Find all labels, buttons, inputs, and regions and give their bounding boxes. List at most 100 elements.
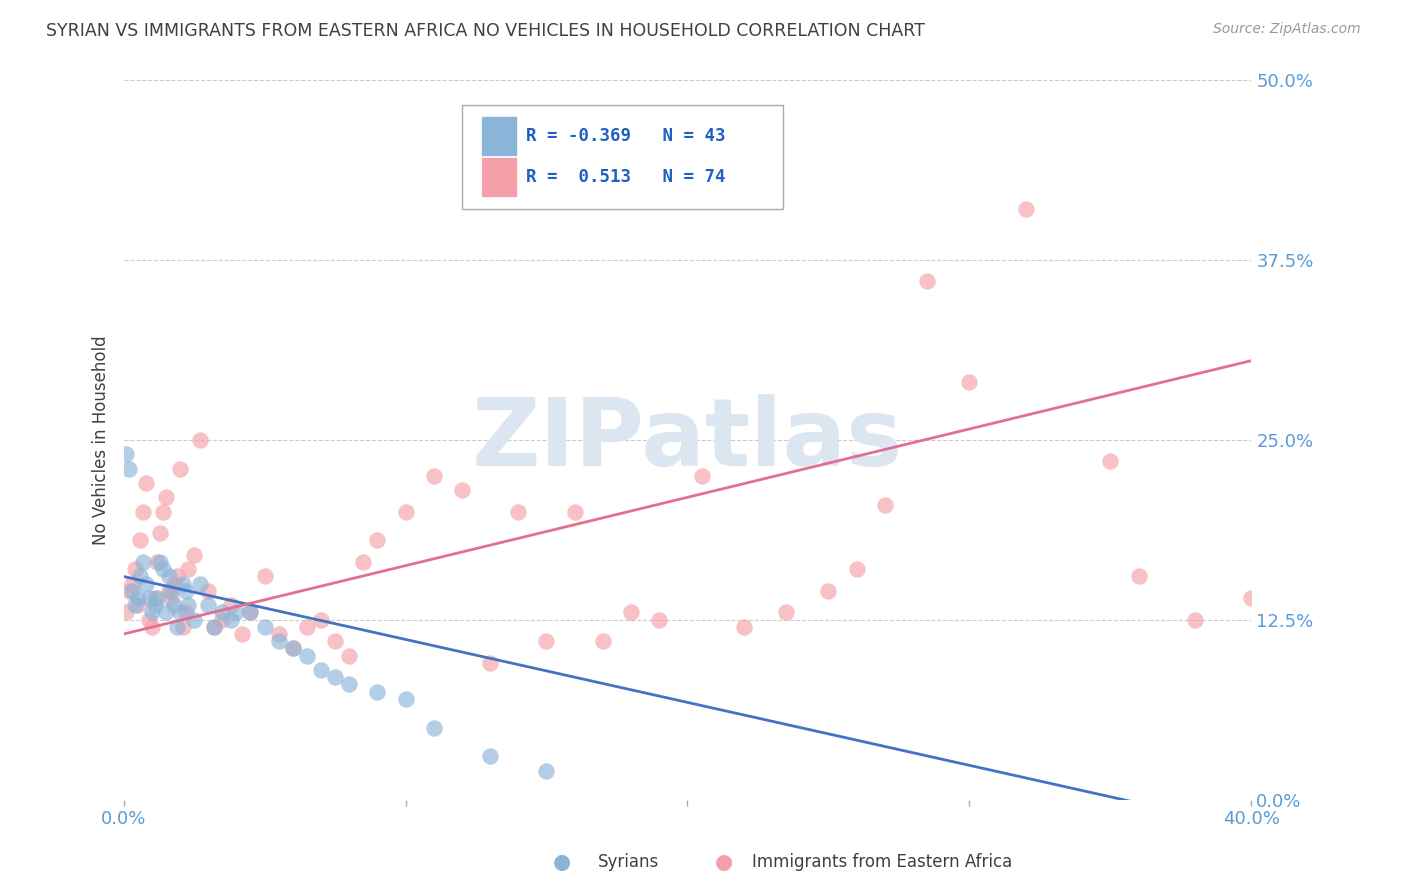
Point (845, 562, 868, 576)
Point (323, 670, 346, 684)
Point (253, 620, 276, 634)
Text: ●: ● (554, 852, 571, 871)
Point (309, 663, 332, 677)
Point (141, 606, 163, 620)
Point (366, 684, 388, 698)
Point (149, 555, 172, 569)
Point (146, 591, 169, 605)
Point (127, 591, 149, 605)
Point (915, 275, 938, 289)
Point (166, 620, 188, 634)
Point (115, 606, 138, 620)
Point (1128, 569, 1150, 583)
Point (211, 613, 233, 627)
Point (202, 620, 225, 634)
FancyBboxPatch shape (463, 105, 783, 210)
Point (1324, 613, 1347, 627)
Point (394, 505, 416, 519)
Point (309, 613, 332, 627)
Text: R = -0.369   N = 43: R = -0.369 N = 43 (526, 127, 725, 145)
Point (172, 620, 194, 634)
Point (197, 583, 219, 598)
Point (152, 562, 174, 576)
Point (124, 562, 146, 576)
Point (733, 620, 755, 634)
Point (127, 599, 149, 613)
Point (323, 634, 346, 648)
Point (536, 764, 558, 778)
Point (146, 555, 169, 569)
Point (267, 627, 290, 641)
Point (451, 483, 474, 497)
Point (394, 691, 416, 706)
Point (143, 599, 166, 613)
Point (211, 606, 233, 620)
Text: Syrians: Syrians (598, 853, 659, 871)
Text: SYRIAN VS IMMIGRANTS FROM EASTERN AFRICA NO VEHICLES IN HOUSEHOLD CORRELATION CH: SYRIAN VS IMMIGRANTS FROM EASTERN AFRICA… (46, 22, 925, 40)
Point (177, 599, 200, 613)
Point (1240, 591, 1263, 605)
Point (352, 555, 374, 569)
Point (183, 548, 205, 562)
Point (281, 641, 304, 656)
Point (118, 583, 141, 598)
Point (132, 505, 155, 519)
Point (132, 555, 155, 569)
Point (141, 620, 163, 634)
Point (166, 569, 188, 583)
Point (174, 583, 197, 598)
Y-axis label: No Vehicles in Household: No Vehicles in Household (93, 334, 110, 544)
Point (152, 505, 174, 519)
Text: ●: ● (716, 852, 733, 871)
Point (1015, 202, 1038, 217)
Point (337, 648, 360, 663)
Point (508, 505, 530, 519)
Point (115, 447, 138, 461)
Point (169, 461, 191, 475)
Point (620, 606, 643, 620)
Point (118, 461, 141, 475)
FancyBboxPatch shape (481, 116, 517, 156)
Point (690, 468, 713, 483)
Point (959, 375, 981, 389)
Point (121, 576, 143, 591)
FancyBboxPatch shape (481, 157, 517, 197)
Point (183, 613, 205, 627)
Point (149, 526, 172, 541)
Point (231, 627, 253, 641)
Point (177, 562, 200, 576)
Point (592, 634, 614, 648)
Point (775, 606, 797, 620)
Point (143, 591, 166, 605)
Point (197, 599, 219, 613)
Point (188, 433, 211, 447)
Point (160, 591, 183, 605)
Point (239, 606, 262, 620)
Point (160, 583, 183, 598)
Point (337, 677, 360, 691)
Point (648, 613, 671, 627)
Point (157, 583, 180, 598)
Point (1381, 620, 1403, 634)
Point (155, 606, 177, 620)
Point (135, 576, 157, 591)
Text: Source: ZipAtlas.com: Source: ZipAtlas.com (1213, 22, 1361, 37)
Point (422, 468, 444, 483)
Point (873, 498, 896, 512)
Point (281, 641, 304, 656)
Point (1268, 627, 1291, 641)
Point (121, 583, 143, 598)
Point (135, 475, 157, 490)
Point (124, 599, 146, 613)
Point (564, 505, 586, 519)
Point (479, 656, 502, 670)
Point (174, 606, 197, 620)
Point (169, 606, 191, 620)
Point (817, 583, 839, 598)
Point (129, 533, 152, 548)
Point (225, 606, 247, 620)
Point (157, 569, 180, 583)
Point (155, 491, 177, 505)
Point (295, 648, 318, 663)
Point (239, 606, 262, 620)
